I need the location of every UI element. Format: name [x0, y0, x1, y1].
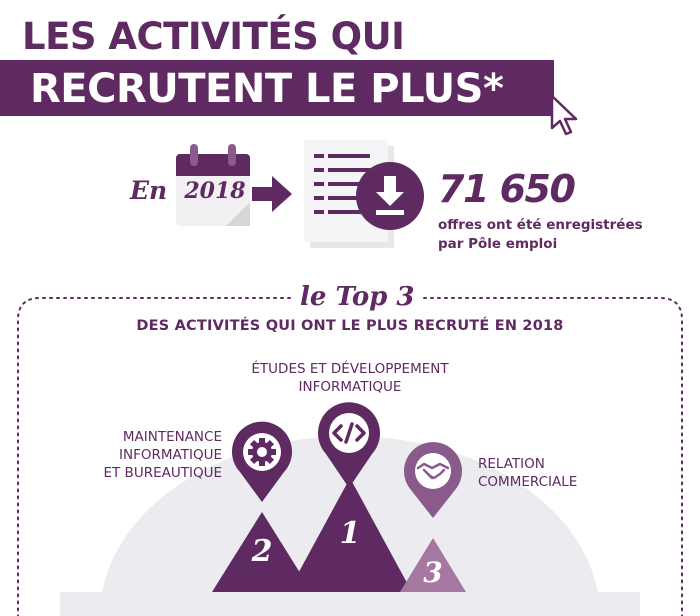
top3-label: le Top 3 [294, 280, 421, 314]
document-download-icon [304, 140, 424, 248]
handshake-icon [416, 462, 450, 480]
cursor-icon [550, 94, 578, 136]
year-label: 2018 [184, 178, 246, 204]
title-band [0, 60, 554, 116]
rank-3: 3 [423, 556, 443, 589]
stat-caption-line-1: offres ont été enregistrées [438, 217, 643, 233]
title-line-2: RECRUTENT LE PLUS* [30, 66, 504, 112]
pin-2 [232, 421, 292, 502]
dotted-frame [17, 297, 683, 616]
stat-caption-line-2: par Pôle emploi [438, 236, 558, 252]
stat-caption: offres ont été enregistrées par Pôle emp… [438, 216, 643, 254]
title-line-1: LES ACTIVITÉS QUI [22, 15, 405, 58]
stat-number: 71 650 [438, 167, 576, 211]
gear-wrench-icon [248, 438, 276, 466]
code-icon [332, 422, 366, 444]
calendar-icon [176, 144, 250, 226]
rank-1: 1 [339, 516, 361, 551]
activity-3-label: RELATION COMMERCIALE [478, 456, 578, 490]
mountain-2 [212, 512, 312, 592]
en-label: En [130, 176, 168, 205]
mountain-1 [288, 478, 412, 592]
top3-subtitle: DES ACTIVITÉS QUI ONT LE PLUS RECRUTÉ EN… [136, 318, 564, 334]
arrow-right-icon [252, 176, 292, 212]
pin-1 [318, 402, 380, 488]
rank-2: 2 [251, 534, 273, 569]
activity-1-label: ÉTUDES ET DÉVELOPPEMENT INFORMATIQUE [251, 361, 449, 395]
mountain-3 [400, 538, 466, 592]
activity-2-label: MAINTENANCE INFORMATIQUE ET BUREAUTIQUE [103, 429, 222, 481]
pin-3 [404, 442, 462, 518]
